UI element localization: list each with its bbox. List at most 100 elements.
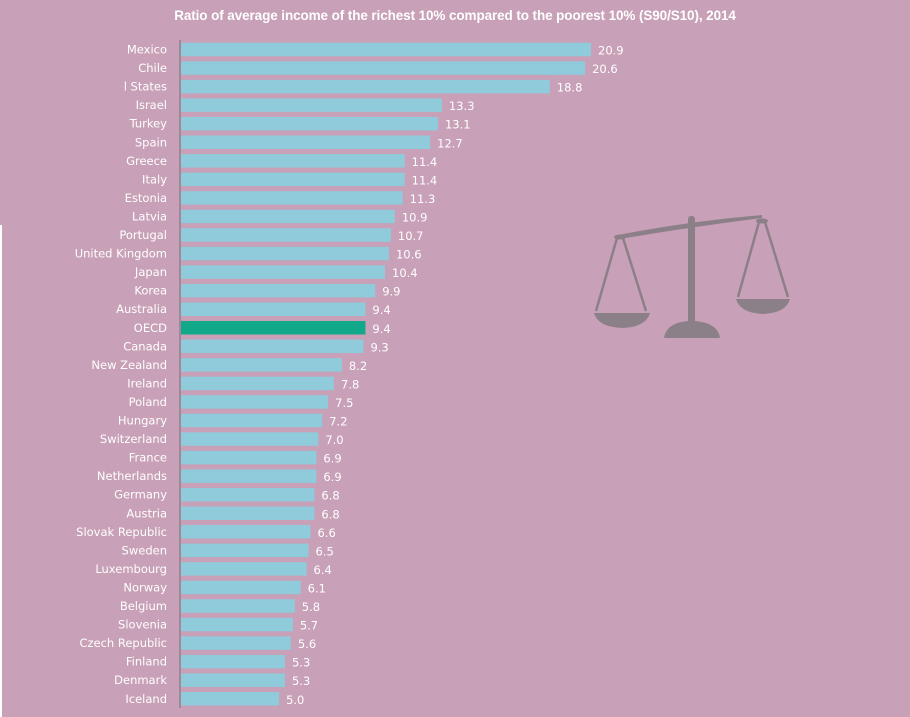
bar-denmark	[181, 673, 285, 687]
value-label: 6.4	[314, 563, 332, 577]
category-label: Austria	[126, 506, 167, 520]
category-label: Spain	[135, 135, 167, 149]
bar-belgium	[181, 599, 295, 613]
value-label: 9.4	[372, 322, 390, 336]
bar-netherlands	[181, 469, 317, 483]
bar-chile	[181, 61, 586, 75]
balance-scale-icon	[594, 215, 790, 338]
category-label: Korea	[134, 284, 167, 298]
value-labels-group: 20.9 20.6 18.8 13.3 13.1 12.7 11.4 11.4 11.3 10.9…	[286, 44, 624, 707]
category-label: Australia	[116, 302, 167, 316]
scale-base	[664, 321, 720, 338]
value-label: 12.7	[437, 136, 463, 150]
category-label: France	[129, 451, 167, 465]
right-string-b	[763, 221, 790, 298]
scale-post	[688, 216, 695, 324]
bars-group	[181, 42, 591, 706]
value-label: 18.8	[557, 81, 583, 95]
bar-united-kingdom	[181, 246, 389, 261]
chart-title: Ratio of average income of the richest 1…	[174, 8, 736, 23]
category-label: Belgium	[120, 599, 167, 613]
category-label: Norway	[123, 580, 167, 594]
value-label: 6.8	[321, 489, 339, 503]
value-label: 20.9	[598, 44, 624, 58]
category-label: Germany	[114, 488, 167, 502]
left-string-a	[594, 237, 619, 312]
bar-ireland	[181, 376, 335, 391]
category-label: Switzerland	[100, 432, 167, 446]
value-label: 10.9	[402, 210, 428, 224]
value-label: 10.6	[396, 248, 422, 262]
category-label: Portugal	[119, 228, 167, 242]
bar-estonia	[181, 191, 403, 205]
value-label: 5.3	[292, 674, 310, 688]
bar-france	[181, 450, 317, 465]
category-label: Chile	[138, 61, 167, 75]
bar-japan	[181, 265, 386, 279]
left-edge-strip	[0, 225, 2, 717]
category-label: Slovenia	[118, 618, 167, 632]
bar-slovenia	[181, 617, 293, 632]
category-label: Finland	[126, 655, 167, 669]
scale-shape	[594, 215, 790, 338]
value-label: 6.9	[323, 452, 341, 466]
bar-greece	[181, 154, 405, 168]
category-label: Luxembourg	[95, 562, 167, 576]
category-label: Netherlands	[97, 469, 167, 483]
category-labels-group: Mexico Chile l States Israel Turkey Spain Gree…	[75, 43, 168, 706]
value-label: 11.4	[412, 155, 438, 169]
value-label: 5.3	[292, 656, 310, 670]
value-label: 13.3	[449, 99, 475, 113]
value-label: 13.1	[445, 118, 471, 132]
value-label: 5.8	[302, 600, 320, 614]
category-label: Czech Republic	[79, 636, 167, 650]
bar-korea	[181, 283, 376, 298]
value-label: 11.3	[410, 192, 436, 206]
bar-finland	[181, 654, 285, 669]
value-label: 6.1	[308, 581, 326, 595]
bar-hungary	[181, 413, 323, 428]
category-label: Mexico	[127, 43, 167, 57]
bar-germany	[181, 487, 315, 502]
bar-iceland	[181, 692, 280, 706]
bar-turkey	[181, 116, 438, 131]
bar-australia	[181, 302, 366, 316]
value-label: 9.3	[370, 340, 388, 354]
category-label: l States	[124, 80, 167, 94]
bar-poland	[181, 395, 329, 409]
bar-oecd	[181, 321, 366, 335]
value-label: 9.4	[372, 303, 390, 317]
bar-luxembourg	[181, 562, 307, 576]
bar-spain	[181, 135, 431, 149]
left-pan	[594, 313, 650, 328]
bar-latvia	[181, 209, 395, 224]
bar-slovak-republic	[181, 525, 311, 539]
bar-norway	[181, 580, 301, 595]
category-label: Italy	[142, 172, 167, 186]
category-label: Iceland	[125, 692, 167, 706]
bar-austria	[181, 506, 315, 520]
value-label: 6.8	[321, 507, 339, 521]
category-label: Sweden	[122, 543, 167, 557]
left-string-b	[621, 237, 648, 312]
right-string-a	[736, 221, 761, 298]
right-pan	[736, 299, 790, 314]
value-label: 6.9	[323, 470, 341, 484]
bar-israel	[181, 98, 442, 112]
category-label: Greece	[126, 154, 167, 168]
value-label: 5.7	[300, 619, 318, 633]
category-label: United Kingdom	[75, 247, 167, 261]
category-label: Turkey	[129, 117, 168, 131]
category-label: Denmark	[114, 673, 167, 687]
value-label: 7.0	[325, 433, 343, 447]
value-label: 5.0	[286, 693, 304, 707]
category-label: Canada	[123, 339, 167, 353]
category-label: Israel	[136, 98, 167, 112]
category-label: Japan	[134, 265, 167, 279]
value-label: 8.2	[349, 359, 367, 373]
category-label: Latvia	[132, 209, 167, 223]
category-label: Hungary	[118, 414, 167, 428]
bar-new-zealand	[181, 358, 342, 372]
value-label: 11.4	[412, 173, 438, 187]
